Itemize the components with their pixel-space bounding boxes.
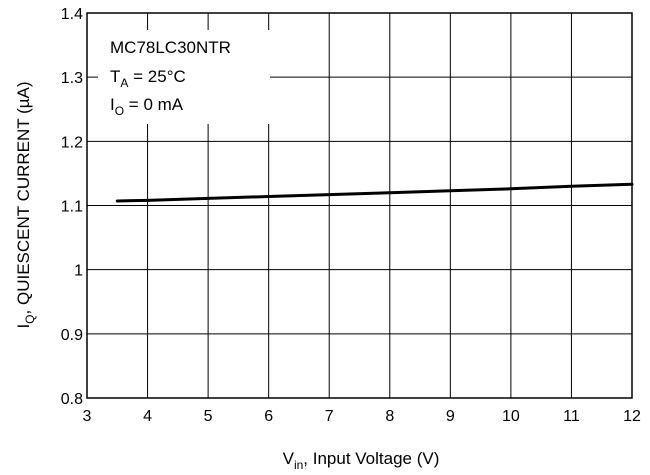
y-tick-label: 1.3 — [61, 70, 83, 87]
y-tick-label: 1 — [74, 263, 83, 280]
y-tick-label: 0.9 — [61, 327, 83, 344]
tick-labels: 3 4 5 6 7 8 9 10 11 12 0.8 0.9 1 1.1 1.2 1.3 1.4 — [61, 6, 641, 425]
y-axis-label: IQ, QUIESCENT CURRENT (µA) — [14, 81, 37, 328]
annotation-box: MC78LC30NTR TA = 25°C IO = 0 mA — [98, 30, 270, 124]
x-tick-label: 12 — [623, 408, 641, 425]
series-line — [115, 182, 634, 203]
annotation-temperature: TA = 25°C — [110, 67, 186, 90]
x-tick-label: 3 — [83, 408, 92, 425]
x-tick-label: 7 — [325, 408, 334, 425]
y-tick-label: 1.4 — [61, 6, 83, 23]
x-tick-label: 11 — [563, 408, 580, 425]
x-tick-label: 8 — [385, 408, 394, 425]
x-tick-label: 4 — [143, 408, 152, 425]
x-tick-label: 10 — [502, 408, 520, 425]
x-tick-label: 6 — [264, 408, 273, 425]
x-tick-label: 5 — [204, 408, 213, 425]
y-tick-label: 0.8 — [61, 391, 83, 408]
annotation-background — [98, 30, 270, 124]
annotation-output-current: IO = 0 mA — [110, 95, 184, 118]
x-tick-label: 9 — [446, 408, 455, 425]
x-axis-label: Vin, Input Voltage (V) — [283, 449, 440, 472]
y-tick-label: 1.2 — [61, 134, 83, 151]
annotation-part-number: MC78LC30NTR — [110, 38, 231, 57]
y-tick-label: 1.1 — [61, 199, 83, 216]
series-layer — [115, 182, 634, 203]
plot-frame — [86, 12, 633, 399]
